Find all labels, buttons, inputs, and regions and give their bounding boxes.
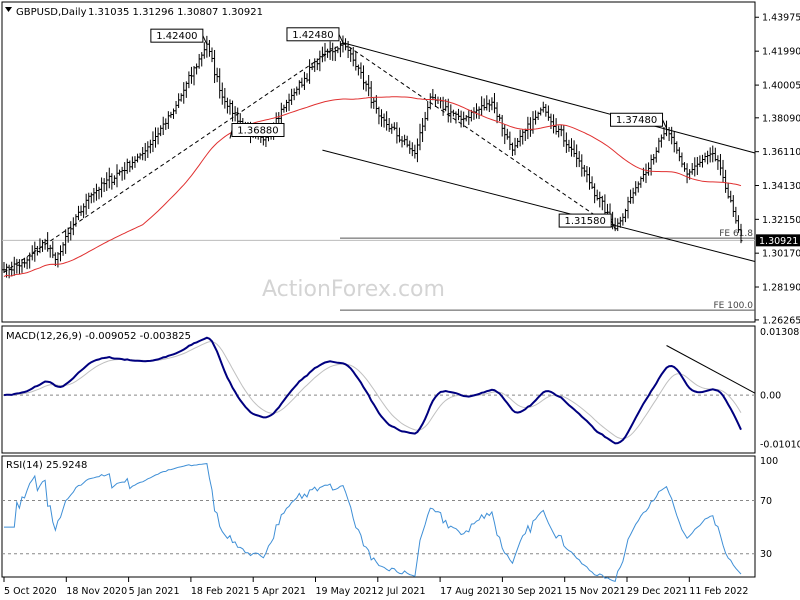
annotation-label: 1.31580 — [564, 216, 605, 227]
price-tick-label: 1.41990 — [762, 47, 800, 58]
trend-lines — [3, 42, 756, 273]
price-tick-label: 1.40005 — [762, 81, 800, 92]
price-axis: 1.43975 1.41990 1.40005 1.38090 1.36110 1.341… — [2, 13, 800, 326]
annotation-label: 1.42400 — [156, 31, 197, 42]
dashed-trend-line — [342, 42, 616, 230]
time-tick-label: 2 Jul 2021 — [378, 586, 426, 597]
time-tick-label: 15 Nov 2021 — [565, 586, 626, 597]
time-tick-label: 18 Nov 2020 — [66, 586, 127, 597]
fibo-label: FE 61.8 — [719, 229, 753, 239]
channel-line — [342, 42, 756, 154]
channel-line — [322, 149, 756, 262]
time-tick-label: 30 Sep 2021 — [502, 586, 562, 597]
macd-axis: 0.013086 0.00 -0.010106 — [2, 327, 800, 451]
annotation-label: 1.42480 — [292, 30, 333, 41]
fibo-levels: FE 61.8 FE 100.0 — [340, 229, 755, 311]
macd-label: MACD(12,26,9) -0.009052 -0.003825 — [6, 331, 191, 342]
dashed-trend-line — [3, 42, 344, 273]
price-tick-label: 1.43975 — [762, 13, 800, 24]
macd-panel: 0.013086 0.00 -0.010106 MACD(12,26,9) -0.0… — [1, 325, 800, 454]
price-bars — [2, 35, 743, 279]
time-tick-label: 5 Apr 2021 — [253, 586, 306, 597]
annotation-label: 1.37480 — [616, 115, 657, 126]
moving-average-line — [3, 96, 742, 278]
macd-tick-label: 0.00 — [760, 391, 781, 402]
macd-tick-label: -0.010106 — [760, 440, 800, 451]
rsi-axis: 100 70 30 — [2, 456, 778, 560]
price-annotation: 1.37480 — [610, 112, 667, 129]
fibo-label: FE 100.0 — [714, 301, 754, 311]
price-annotation: 1.31580 — [558, 213, 616, 230]
price-annotations: 1.42400 1.42480 1.36880 1.37480 1.31580 — [150, 27, 667, 230]
price-tick-label: 1.36110 — [762, 147, 800, 158]
annotation-label: 1.36880 — [237, 126, 278, 137]
macd-tick-label: 0.013086 — [760, 327, 800, 338]
rsi-tick-label: 70 — [760, 496, 772, 507]
price-annotation: 1.36880 — [229, 123, 285, 139]
macd-panel-frame — [1, 325, 756, 454]
price-tick-label: 1.26265 — [762, 315, 800, 326]
rsi-line — [4, 463, 742, 583]
price-bar — [739, 223, 743, 244]
price-tick-label: 1.28190 — [762, 283, 800, 294]
price-panel: 1.43975 1.41990 1.40005 1.38090 1.36110 1.341… — [1, 1, 800, 326]
chart-ohlc: 1.31035 1.31296 1.30807 1.30921 — [88, 7, 263, 18]
rsi-tick-label: 100 — [760, 456, 778, 467]
watermark: ActionForex.com — [262, 277, 445, 302]
rsi-panel: 100 70 30 RSI(14) 25.9248 — [1, 455, 778, 583]
price-tick-label: 1.38090 — [762, 113, 800, 124]
time-tick-label: 5 Jan 2021 — [129, 586, 180, 597]
macd-main-line — [3, 336, 742, 445]
time-axis: 5 Oct 2020 18 Nov 2020 5 Jan 2021 18 Feb 20… — [3, 577, 748, 597]
price-tick-label: 1.34130 — [762, 181, 800, 192]
time-tick-label: 18 Feb 2021 — [191, 586, 250, 597]
price-panel-frame — [1, 1, 756, 323]
time-tick-label: 29 Dec 2021 — [627, 586, 688, 597]
price-tick-label: 1.32150 — [762, 215, 800, 226]
rsi-label: RSI(14) 25.9248 — [6, 460, 87, 471]
price-annotation: 1.42400 — [150, 28, 208, 45]
rsi-panel-frame — [1, 455, 756, 578]
macd-trend-line — [666, 345, 756, 394]
price-tick-label: 1.30170 — [762, 249, 800, 260]
rsi-tick-label: 30 — [760, 549, 772, 560]
chart-symbol: GBPUSD,Daily — [16, 7, 87, 18]
price-annotation: 1.42480 — [286, 27, 344, 44]
time-tick-label: 17 Aug 2021 — [440, 586, 501, 597]
current-price-label: 1.30921 — [759, 236, 798, 247]
time-tick-label: 19 May 2021 — [316, 586, 378, 597]
time-tick-label: 11 Feb 2022 — [689, 586, 748, 597]
time-tick-label: 5 Oct 2020 — [4, 586, 57, 597]
menu-triangle-icon[interactable] — [5, 7, 12, 12]
current-price-box — [756, 234, 800, 247]
